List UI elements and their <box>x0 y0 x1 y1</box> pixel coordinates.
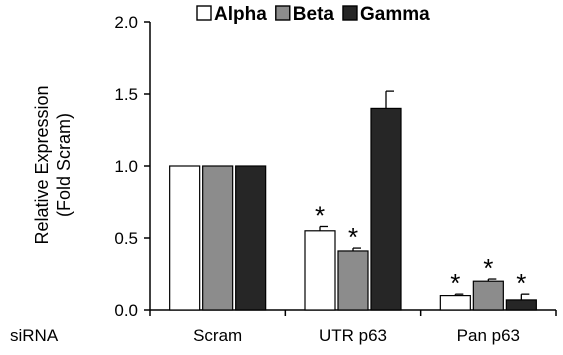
significance-marker: * <box>516 268 526 298</box>
significance-marker: * <box>483 253 493 283</box>
bar-beta-pan-p63 <box>472 280 504 311</box>
legend-label-alpha: Alpha <box>214 4 267 25</box>
y-tick-label: 2.0 <box>114 13 138 32</box>
bar-gamma-scram <box>235 165 267 311</box>
bar-alpha-utr-p63 <box>304 230 336 311</box>
category-label: Scram <box>193 326 242 345</box>
y-axis-label-line-2: (Fold Scram) <box>54 113 74 217</box>
y-tick-label: 1.5 <box>114 85 138 104</box>
y-tick-label: 1.0 <box>114 157 138 176</box>
legend-swatch-gamma <box>342 5 358 21</box>
category-label: Pan p63 <box>457 326 520 345</box>
bar-gamma-pan-p63 <box>505 299 537 311</box>
y-tick-label: 0.5 <box>114 229 138 248</box>
legend: Alpha Beta Gamma <box>196 4 430 25</box>
legend-swatch-alpha <box>196 5 212 21</box>
y-axis-label-line-1: Relative Expression <box>32 85 52 244</box>
legend-label-gamma: Gamma <box>360 4 430 25</box>
legend-label-beta: Beta <box>293 4 335 25</box>
significance-marker: * <box>315 200 325 230</box>
x-axis-labels: siRNA Scram UTR p63 Pan p63 <box>10 326 520 345</box>
y-tick-label: 0.0 <box>114 301 138 320</box>
category-label: UTR p63 <box>319 326 387 345</box>
bar-beta-utr-p63 <box>337 250 369 311</box>
bar-alpha-scram <box>169 165 201 311</box>
legend-swatch-beta <box>275 5 291 21</box>
significance-marker: * <box>450 268 460 298</box>
y-axis-label: Relative Expression (Fold Scram) <box>32 85 74 244</box>
category-axis-title: siRNA <box>10 326 59 345</box>
significance-marker: * <box>348 222 358 252</box>
bar-gamma-utr-p63 <box>370 107 402 311</box>
bar-beta-scram <box>202 165 234 311</box>
bars: * * * * * <box>169 90 537 311</box>
